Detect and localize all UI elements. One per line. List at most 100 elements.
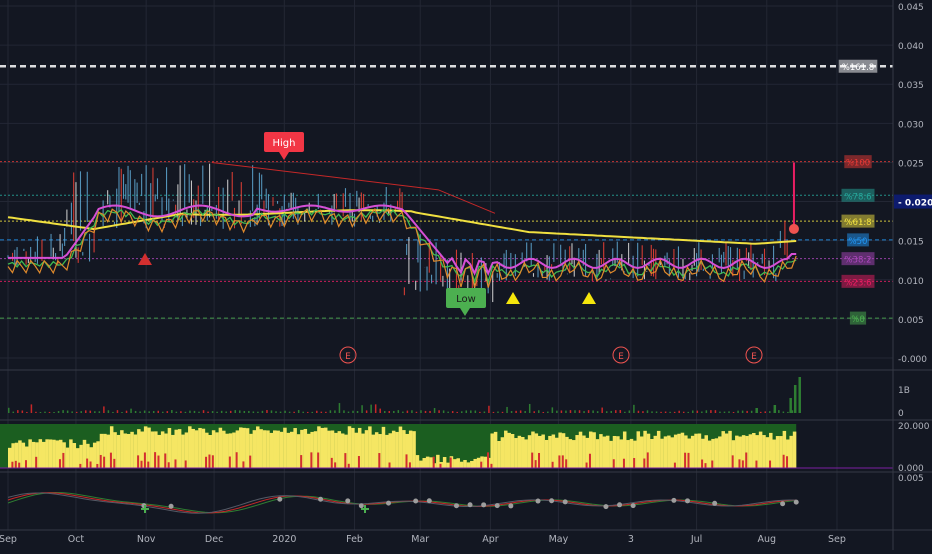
volume-bar (39, 411, 42, 413)
pressure-bar (52, 439, 56, 468)
volume-bar (497, 411, 499, 413)
pressure-bar (775, 436, 780, 468)
pressure-bar (194, 430, 199, 468)
pressure-bar (588, 431, 593, 468)
volume-bar (651, 411, 653, 413)
price-tick-label: 0.040 (898, 42, 924, 52)
pressure-bar (205, 432, 209, 468)
volume-bar (660, 411, 662, 413)
volume-bar (57, 411, 60, 413)
pressure-bar (585, 437, 590, 468)
oscillator-dot (508, 503, 514, 509)
pressure-bar (239, 427, 243, 468)
pressure-bar (745, 435, 749, 468)
volume-bar (329, 410, 332, 413)
fib-level-label: %100 (846, 159, 870, 169)
pressure-bar (35, 442, 39, 468)
pressure-bar (466, 462, 471, 468)
volume-tick-label: 0 (898, 409, 904, 419)
pressure-bar (622, 431, 627, 468)
pressure-low-bar (344, 453, 347, 468)
volume-bar (723, 411, 726, 413)
pressure-low-bar (143, 452, 146, 468)
volume-bar (316, 410, 318, 413)
fib-level-label: %161.8 (842, 63, 874, 73)
volume-bar (433, 408, 436, 413)
time-tick-label: Sep (0, 534, 17, 545)
volume-bar (565, 410, 567, 413)
pressure-bar (609, 440, 613, 468)
current-price-tag (894, 194, 932, 209)
pressure-bar (215, 432, 219, 468)
pressure-bar (48, 439, 53, 468)
volume-bar (98, 411, 101, 413)
pressure-bar (225, 433, 229, 468)
buy-signal-marker (582, 292, 596, 304)
pressure-bar (31, 441, 36, 468)
pressure-bar (137, 429, 141, 468)
oscillator-dot (481, 502, 487, 508)
pressure-tick-label: 20.000 (898, 422, 930, 432)
volume-bar (438, 410, 440, 413)
time-tick-label: Oct (68, 534, 85, 545)
oscillator-dot (453, 503, 459, 509)
pressure-bar (510, 434, 515, 468)
pressure-bar (595, 439, 600, 468)
volume-bar (261, 410, 264, 413)
volume-bar (202, 410, 205, 413)
pressure-bar (347, 426, 352, 468)
volume-bar (442, 410, 445, 413)
volume-bar (583, 411, 585, 413)
oscillator-dot (562, 499, 568, 505)
pressure-bar (273, 430, 277, 468)
volume-bar (379, 408, 381, 413)
pressure-bar (707, 440, 712, 468)
pressure-bar (364, 430, 369, 468)
pressure-low-bar (249, 455, 252, 468)
volume-bar (198, 411, 200, 413)
volume-bar (782, 411, 785, 413)
volume-bar (152, 411, 155, 413)
volume-bar (624, 411, 626, 413)
oscillator-dot (168, 503, 174, 509)
pressure-bar (24, 446, 29, 468)
volume-bar (162, 411, 164, 413)
pressure-bar (167, 427, 172, 468)
pressure-bar (446, 462, 450, 468)
time-tick-label: Dec (205, 534, 223, 545)
pressure-bar (565, 436, 569, 468)
pressure-bar (116, 434, 121, 468)
volume-bar (302, 411, 304, 413)
low-label: Low (456, 294, 476, 305)
pressure-bar (306, 433, 311, 468)
pressure-low-bar (205, 456, 208, 468)
pressure-low-bar (731, 455, 734, 468)
pressure-bar (245, 428, 250, 468)
volume-bar (483, 411, 486, 413)
pressure-low-bar (561, 455, 564, 468)
fibonacci-levels: %161.8 %100 %78.6 %61.8 %50 %38.2 %23.6 %0 (0, 59, 893, 325)
volume-bar (216, 411, 218, 413)
volume-bar (596, 411, 599, 413)
volume-bar (556, 410, 558, 413)
pressure-bar (517, 435, 522, 468)
volume-bar (646, 410, 649, 413)
pressure-bar (419, 460, 423, 468)
pressure-bar (11, 443, 15, 468)
volume-bar (94, 411, 96, 413)
pressure-bar (211, 430, 216, 468)
volume-bar (429, 410, 431, 413)
pressure-bar (493, 431, 498, 468)
pressure-bar (616, 436, 620, 468)
pressure-low-bar (35, 456, 38, 468)
volume-bar (44, 411, 46, 413)
price-axis[interactable]: 0.0450.0400.0350.0300.0250.0200.0150.010… (894, 3, 932, 365)
pressure-low-bar (357, 456, 360, 468)
time-tick-label: Nov (137, 534, 156, 545)
volume-bar (356, 410, 359, 413)
time-axis[interactable]: Sep Oct Nov Dec 2020 Feb Mar Apr May 3 Jul Aug Sep (0, 534, 846, 545)
volume-bar (12, 411, 15, 413)
oscillator-dot (603, 504, 609, 510)
